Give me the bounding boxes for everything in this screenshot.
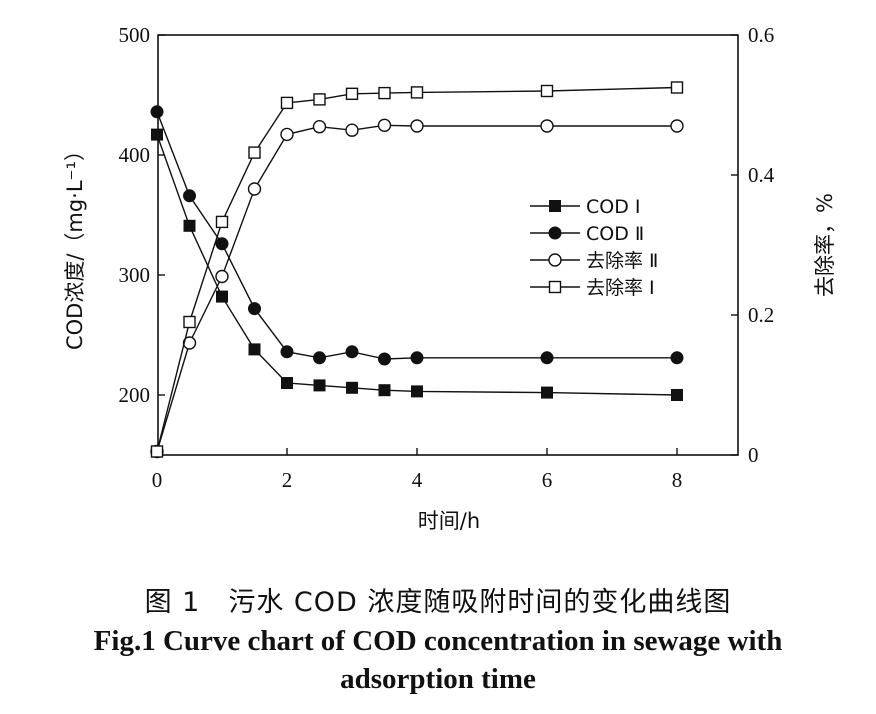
data-point — [410, 86, 424, 99]
x-tick-label: 6 — [542, 468, 553, 492]
data-point — [378, 352, 391, 366]
plot-frame — [157, 34, 739, 456]
data-point — [410, 119, 424, 133]
y-left-tick-label: 300 — [119, 263, 151, 287]
data-point — [183, 315, 196, 329]
legend-marker — [549, 200, 561, 212]
data-point — [378, 384, 391, 397]
data-point — [670, 351, 684, 365]
x-tick-label: 0 — [152, 468, 163, 492]
legend-marker — [548, 253, 562, 267]
legend-marker — [548, 226, 562, 240]
data-point — [540, 119, 554, 133]
data-point — [312, 119, 327, 134]
data-point — [248, 343, 261, 356]
data-point — [215, 215, 229, 229]
y-right-tick-label: 0.6 — [748, 23, 774, 47]
data-point — [215, 269, 229, 284]
data-point — [540, 351, 554, 365]
data-point — [280, 127, 294, 142]
legend-label: 去除率 Ⅰ — [586, 277, 655, 299]
data-point — [313, 379, 326, 392]
data-point — [150, 105, 164, 119]
data-point — [377, 118, 392, 133]
x-tick-label: 2 — [282, 468, 293, 492]
data-point — [281, 377, 293, 389]
data-point — [346, 381, 358, 394]
series-2 — [150, 105, 684, 366]
data-point — [183, 189, 196, 203]
data-point — [540, 84, 554, 98]
legend-marker — [548, 280, 562, 294]
series-1 — [151, 128, 683, 401]
legend-label: COD Ⅱ — [586, 223, 644, 245]
data-point — [247, 182, 262, 196]
axis-ticks: 0 2 4 6 8 200 300 400 500 0 0.2 0.4 0.6 — [119, 23, 775, 492]
x-tick-label: 8 — [672, 468, 683, 492]
data-point — [345, 123, 359, 137]
y-right-tick-label: 0.2 — [748, 303, 774, 327]
data-point — [670, 119, 684, 133]
data-point — [151, 128, 163, 141]
data-point — [345, 87, 359, 101]
y-left-tick-label: 500 — [119, 23, 151, 47]
legend-label: 去除率 Ⅱ — [586, 250, 658, 272]
data-point — [280, 345, 294, 359]
legend-item: 去除率 Ⅱ — [530, 250, 658, 272]
data-point — [216, 290, 228, 303]
data-point — [671, 389, 683, 401]
data-point — [541, 386, 553, 399]
figure-caption-cn: 图 1 污水 COD 浓度随吸附时间的变化曲线图 — [144, 587, 732, 618]
data-point — [248, 146, 261, 159]
series-4 — [150, 81, 684, 458]
y-left-tick-label: 400 — [119, 143, 151, 167]
series-layer — [150, 81, 684, 459]
y-left-tick-label: 200 — [119, 383, 151, 407]
data-point — [411, 385, 423, 398]
series-3 — [150, 118, 684, 459]
legend-item: COD Ⅱ — [530, 223, 644, 245]
data-point — [215, 237, 229, 251]
data-point — [670, 81, 684, 94]
data-point — [183, 219, 196, 232]
legend-label: COD Ⅰ — [586, 196, 641, 218]
legend-item: 去除率 Ⅰ — [530, 277, 655, 299]
data-point — [248, 302, 261, 316]
data-point — [280, 96, 294, 110]
data-point — [378, 86, 391, 100]
legend-item: COD Ⅰ — [530, 196, 641, 218]
x-tick-label: 4 — [412, 468, 423, 492]
figure-caption-en: Fig.1 Curve chart of COD concentration i… — [0, 622, 876, 698]
data-point — [345, 345, 359, 359]
data-point — [150, 445, 164, 458]
figure-caption-en-line2: adsorption time — [340, 663, 536, 695]
y-right-tick-label: 0 — [748, 443, 759, 467]
legend: COD Ⅰ COD Ⅱ 去除率 Ⅱ 去除率 Ⅰ — [530, 196, 658, 299]
data-point — [182, 336, 197, 350]
y-right-tick-label: 0.4 — [748, 163, 775, 187]
plot-border — [157, 34, 739, 456]
data-point — [313, 93, 326, 106]
y-right-axis-label: 去除率，% — [813, 193, 837, 297]
chart-svg: 0 2 4 6 8 200 300 400 500 0 0.2 0.4 0.6 时间/h COD浓度/（… — [63, 23, 837, 533]
data-point — [410, 351, 424, 365]
y-left-axis-label: COD浓度/（mg·L⁻¹） — [63, 140, 87, 350]
data-point — [313, 351, 326, 365]
x-axis-label: 时间/h — [418, 509, 480, 533]
figure-caption-en-line1: Fig.1 Curve chart of COD concentration i… — [93, 625, 783, 657]
